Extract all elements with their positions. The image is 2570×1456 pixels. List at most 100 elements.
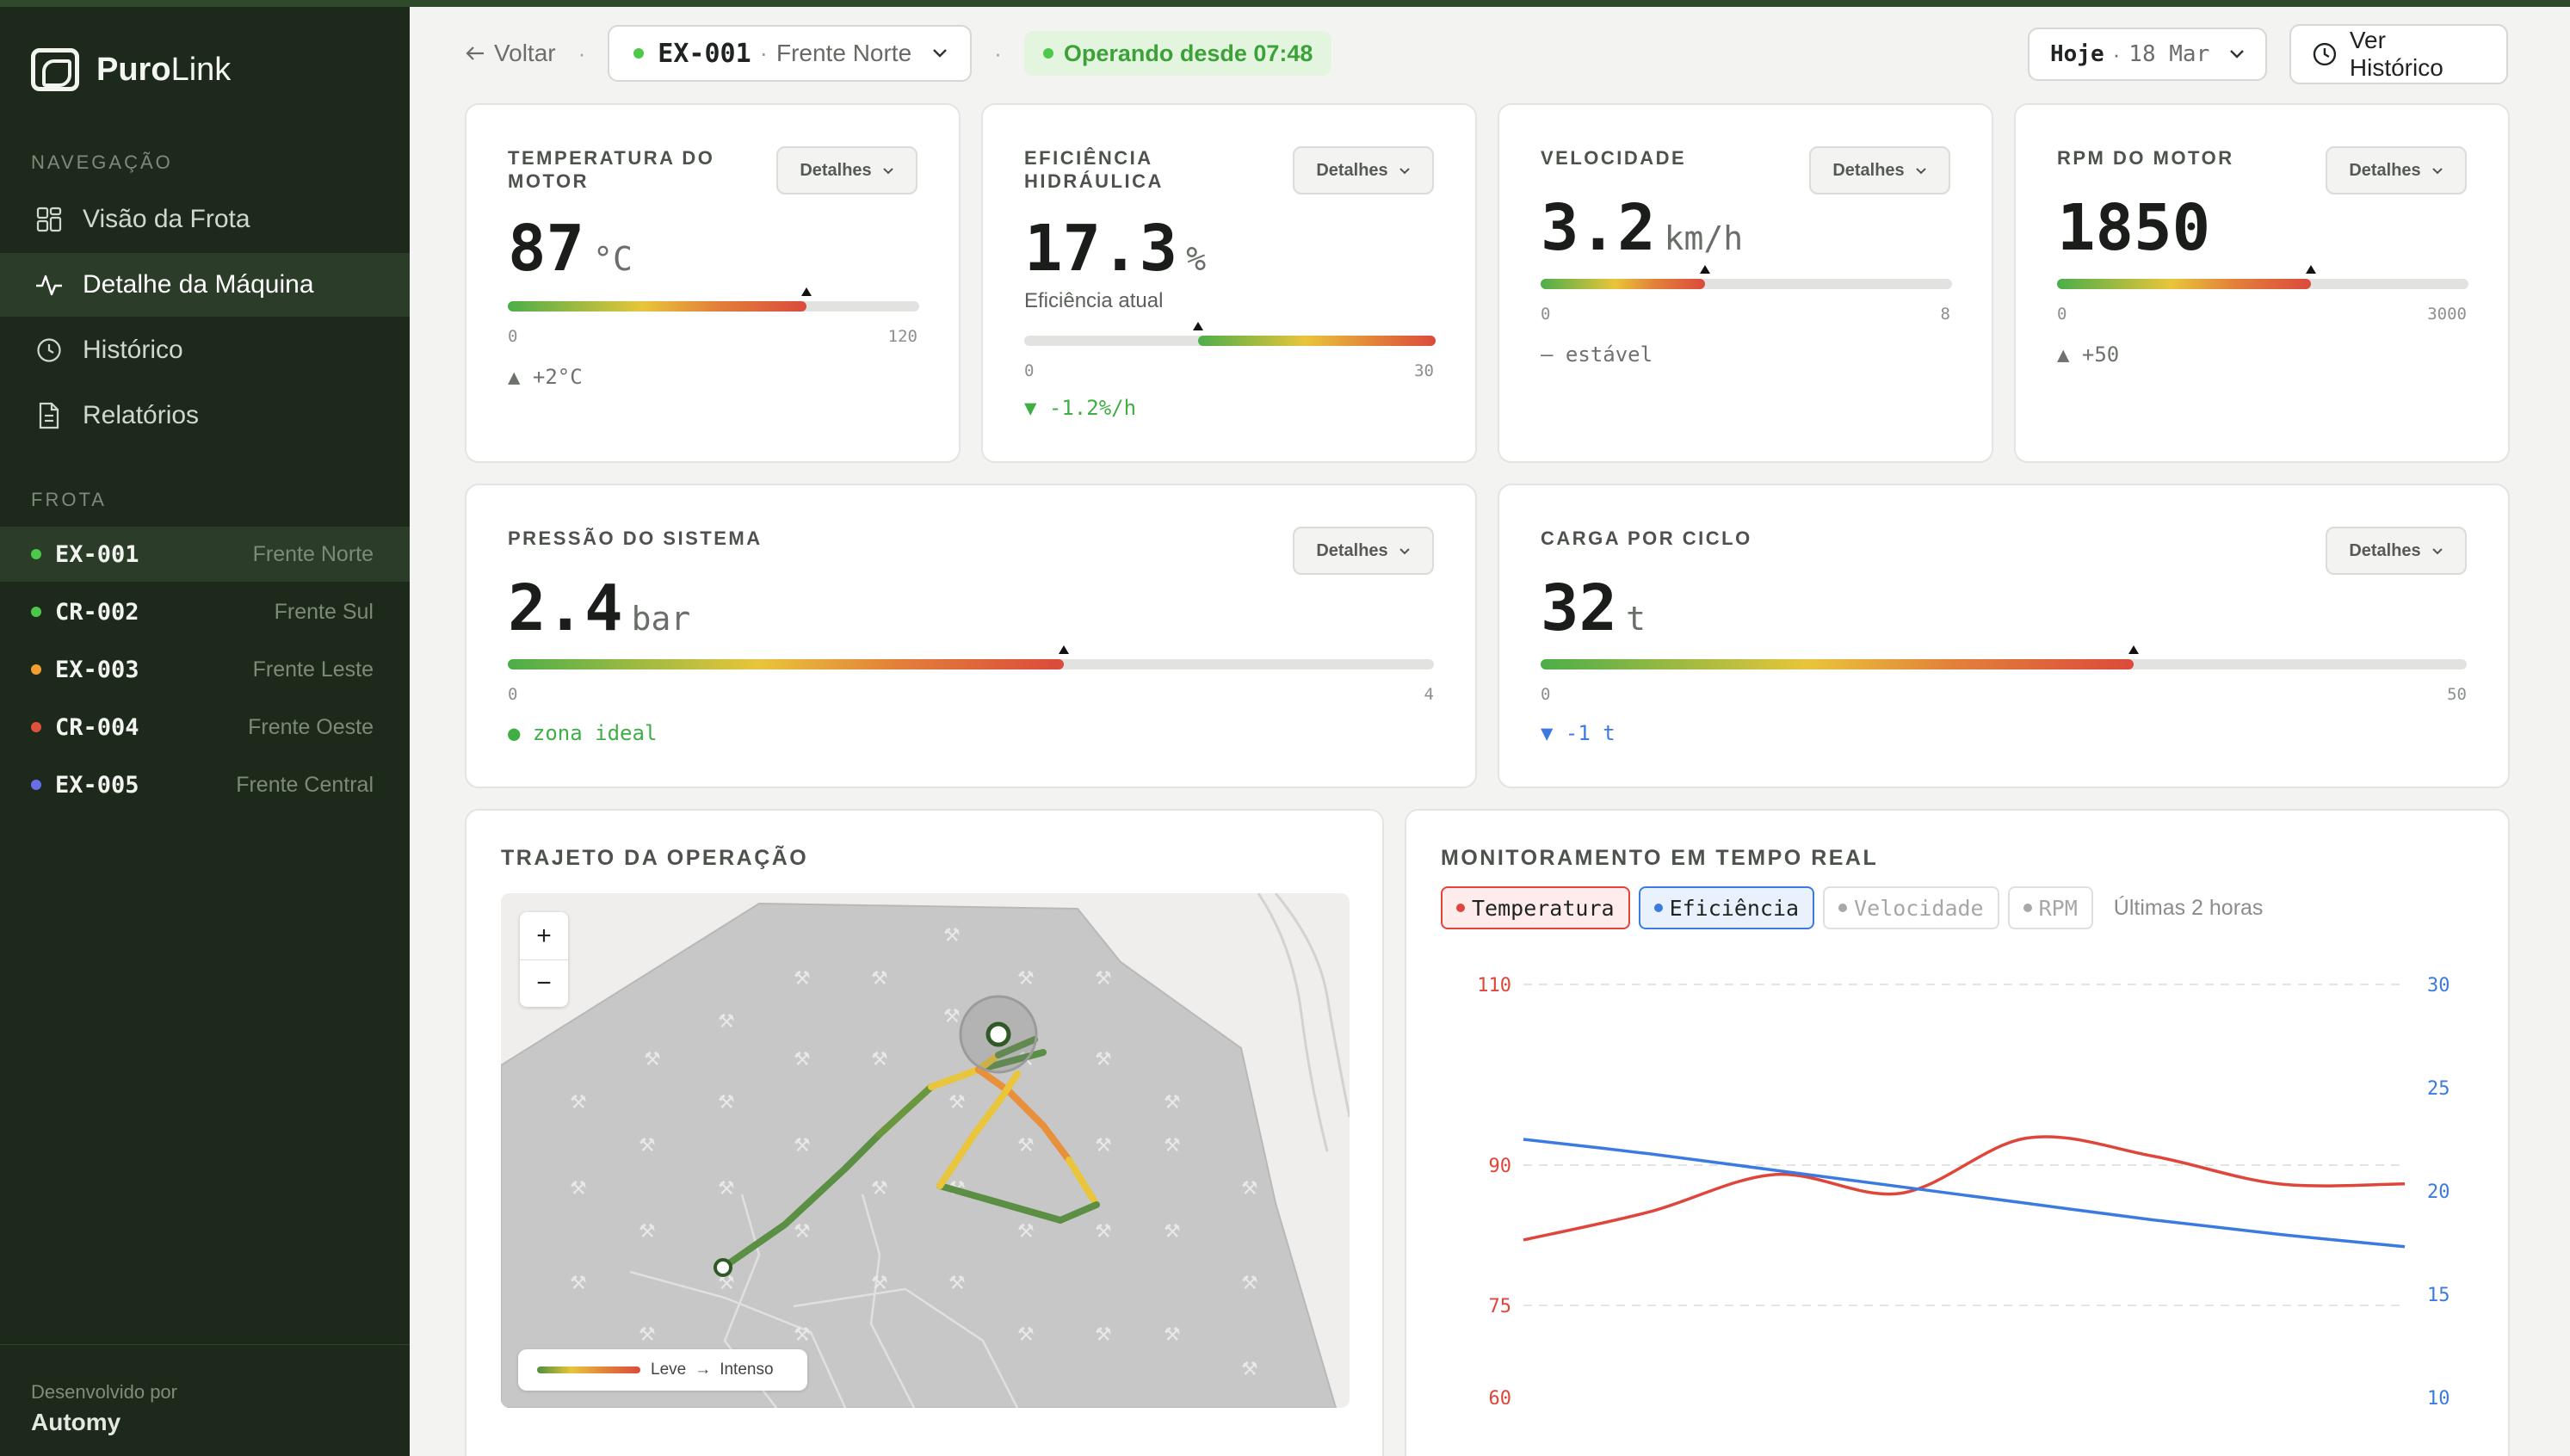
zoom-out-button[interactable]: − <box>520 959 568 1007</box>
gauge-min: 0 <box>508 685 518 704</box>
svg-text:⚒: ⚒ <box>943 925 961 947</box>
details-button[interactable]: Detalhes <box>776 146 917 194</box>
metric-card-load: CARGA POR CICLO Detalhes 32 t 0 50 ▼ -1 t <box>1498 484 2510 788</box>
gauge-fill <box>1541 279 1706 289</box>
y-right-tick: 25 <box>2427 1078 2450 1100</box>
svg-text:⚒: ⚒ <box>1017 1221 1035 1243</box>
route-path <box>720 1036 1100 1271</box>
route-map[interactable]: ⚒ ⚒ ⚒ ⚒ ⚒ ⚒ ⚒ ⚒ ⚒ ⚒ ⚒ ⚒ ⚒ ⚒ ⚒ ⚒ ⚒ ⚒ ⚒ ⚒ ⚒ ⚒ ⚒ ⚒ ⚒ ⚒ ⚒ ⚒ ⚒ ⚒ ⚒ ⚒ ⚒ … <box>501 893 1350 1408</box>
app-logo[interactable]: PuroLink <box>31 48 231 91</box>
svg-text:⚒: ⚒ <box>871 1049 888 1070</box>
arrow-right-icon: → <box>695 1360 712 1379</box>
fleet-item-id: CR-004 <box>55 713 139 741</box>
toggle-rpm[interactable]: RPM <box>2007 886 2093 929</box>
nav-item-reports[interactable]: Relatórios <box>0 384 410 447</box>
fleet-item-id: EX-003 <box>55 656 139 683</box>
svg-text:⚒: ⚒ <box>1164 1092 1181 1114</box>
chevron-down-icon <box>1399 161 1411 181</box>
details-button[interactable]: Detalhes <box>2326 527 2467 575</box>
view-history-button[interactable]: Ver Histórico <box>2289 24 2508 84</box>
value-number: 1850 <box>2057 191 2211 265</box>
gauge-bar <box>508 645 1434 669</box>
toggle-speed[interactable]: Velocidade <box>1823 886 1999 929</box>
y-left-tick: 90 <box>1489 1156 1512 1177</box>
metric-value: 3.2 km/h <box>1541 191 1743 265</box>
svg-text:⚒: ⚒ <box>1017 1135 1035 1157</box>
gauge-max: 8 <box>1940 305 1950 324</box>
back-button[interactable]: Voltar <box>465 40 556 67</box>
svg-text:⚒: ⚒ <box>570 1092 587 1114</box>
legend-heavy-label: Intenso <box>720 1360 774 1379</box>
status-dot <box>31 780 41 790</box>
value-number: 17.3 <box>1024 212 1178 286</box>
y-left-tick: 75 <box>1489 1296 1512 1317</box>
metric-card-speed: VELOCIDADE Detalhes 3.2 km/h 0 8 — estáve… <box>1498 103 1993 463</box>
metric-value: 2.4 bar <box>508 571 690 645</box>
metric-delta: ▼ -1.2%/h <box>1024 396 1137 420</box>
gauge-bar <box>508 287 919 312</box>
toggle-efficiency[interactable]: Eficiência <box>1638 886 1815 929</box>
separator-dot: · <box>994 40 1002 66</box>
svg-text:⚒: ⚒ <box>1164 1324 1181 1346</box>
svg-text:⚒: ⚒ <box>943 1006 961 1027</box>
svg-text:⚒: ⚒ <box>644 1049 661 1070</box>
details-button[interactable]: Detalhes <box>1809 146 1950 194</box>
svg-text:⚒: ⚒ <box>794 1049 811 1070</box>
fleet-item-ex-001[interactable]: EX-001 Frente Norte <box>0 527 410 582</box>
mine-pattern-icons: ⚒⚒⚒⚒ ⚒⚒ ⚒⚒ ⚒ ⚒ ⚒⚒⚒ ⚒ ⚒ ⚒ ⚒ ⚒ ⚒ ⚒ ⚒ ⚒ ⚒ ⚒ ⚒ ⚒ ⚒ ⚒ ⚒ ⚒ ⚒ ⚒ ⚒ … <box>570 925 1258 1380</box>
fleet-section-title: FROTA <box>31 489 107 510</box>
nav-item-machine-detail[interactable]: Detalhe da Máquina <box>0 253 410 317</box>
metric-delta: ▲ +50 <box>2057 342 2120 367</box>
sidebar: PuroLink NAVEGAÇÃO Visão da Frota Detalh… <box>0 0 410 1456</box>
details-button[interactable]: Detalhes <box>2326 146 2467 194</box>
gauge-fill <box>1541 659 2134 669</box>
svg-text:⚒: ⚒ <box>948 1273 966 1294</box>
route-start-marker <box>714 1258 732 1277</box>
chevron-down-icon <box>2431 161 2443 181</box>
legend-light-label: Leve <box>651 1360 687 1379</box>
machine-location: Frente Norte <box>775 40 912 66</box>
svg-text:⚒: ⚒ <box>1241 1178 1258 1200</box>
details-button[interactable]: Detalhes <box>1293 527 1434 575</box>
chevron-down-icon <box>1399 541 1411 561</box>
nav-item-label: Relatórios <box>83 401 200 429</box>
metric-value: 87 °C <box>508 212 633 286</box>
fleet-item-location: Frente Norte <box>252 541 374 566</box>
y-right-tick: 20 <box>2427 1181 2450 1203</box>
toggle-label: Velocidade <box>1854 895 1984 921</box>
status-dot <box>31 549 41 559</box>
fleet-item-ex-003[interactable]: EX-003 Frente Leste <box>0 642 410 697</box>
nav-item-label: Histórico <box>83 336 183 364</box>
y-right-tick: 15 <box>2427 1285 2450 1306</box>
metric-sublabel: Eficiência atual <box>1024 289 1164 312</box>
status-dot <box>633 48 645 59</box>
svg-text:⚒: ⚒ <box>570 1178 587 1200</box>
toggle-temperature[interactable]: Temperatura <box>1441 886 1630 929</box>
efficiency-line <box>1523 1138 2406 1249</box>
fleet-item-cr-004[interactable]: CR-004 Frente Oeste <box>0 700 410 755</box>
brand-name-light: Link <box>170 51 232 88</box>
chevron-down-icon <box>882 161 894 181</box>
svg-text:⚒: ⚒ <box>1241 1273 1258 1294</box>
details-label: Detalhes <box>2349 160 2421 180</box>
fleet-item-id: EX-001 <box>55 540 139 568</box>
metric-card-rpm: RPM DO MOTOR Detalhes 1850 0 3000 ▲ +50 <box>2014 103 2510 463</box>
status-dot <box>1042 48 1053 59</box>
details-label: Detalhes <box>1316 540 1388 560</box>
y-left-tick: 110 <box>1477 975 1511 996</box>
machine-selector[interactable]: EX-001 · Frente Norte <box>608 25 973 82</box>
intensity-legend: Leve → Intenso <box>518 1349 807 1391</box>
fleet-item-ex-005[interactable]: EX-005 Frente Central <box>0 757 410 812</box>
details-button[interactable]: Detalhes <box>1293 146 1434 194</box>
nav-item-history[interactable]: Histórico <box>0 318 410 382</box>
nav-item-fleet-view[interactable]: Visão da Frota <box>0 188 410 251</box>
fleet-item-cr-002[interactable]: CR-002 Frente Sul <box>0 584 410 639</box>
nav-item-label: Visão da Frota <box>83 205 250 233</box>
card-title: CARGA POR CICLO <box>1541 527 1752 549</box>
date-picker[interactable]: Hoje · 18 Mar <box>2028 28 2267 81</box>
y-right-tick: 10 <box>2427 1388 2450 1404</box>
svg-text:⚒: ⚒ <box>570 1273 587 1294</box>
metric-card-temperature: TEMPERATURA DO MOTOR Detalhes 87 °C 0 120… <box>465 103 961 463</box>
zoom-in-button[interactable]: + <box>536 921 552 950</box>
card-title: EFICIÊNCIA HIDRÁULICA <box>1024 147 1164 192</box>
